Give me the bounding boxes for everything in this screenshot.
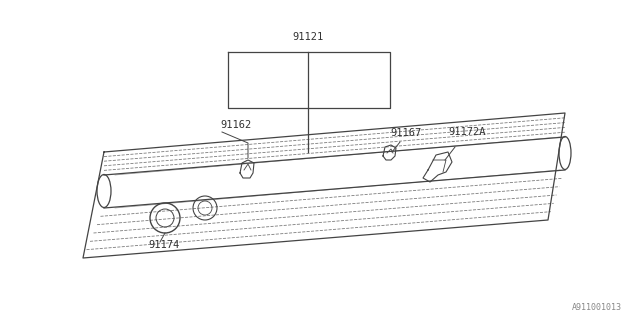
Text: 91172A: 91172A bbox=[448, 127, 486, 137]
Text: 91162: 91162 bbox=[220, 120, 252, 130]
Text: 91167: 91167 bbox=[390, 128, 421, 138]
Text: 91121: 91121 bbox=[292, 32, 324, 42]
Text: 91174: 91174 bbox=[148, 240, 179, 250]
Text: A911001013: A911001013 bbox=[572, 303, 622, 312]
